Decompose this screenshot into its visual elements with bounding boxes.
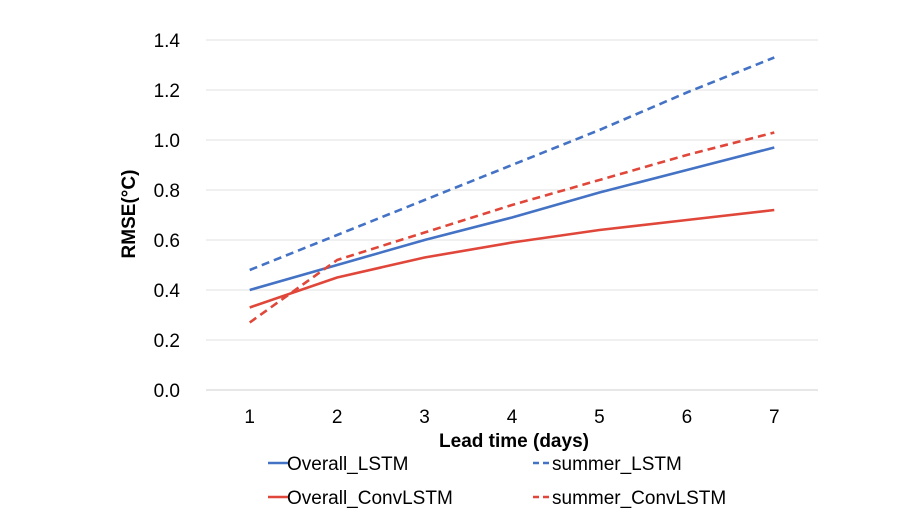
y-tick-label: 0.0 bbox=[154, 381, 180, 402]
series-line-summer-convlstm bbox=[248, 131, 775, 324]
legend-label: Overall_LSTM bbox=[287, 454, 408, 475]
x-tick-label: 4 bbox=[507, 407, 518, 428]
series-lines bbox=[248, 56, 775, 324]
y-axis-ticks: 0.0 0.2 0.4 0.6 0.8 1.0 1.2 1.4 bbox=[154, 31, 181, 402]
x-tick-label: 3 bbox=[419, 407, 430, 428]
y-tick-label: 1.4 bbox=[154, 31, 181, 52]
x-tick-label: 5 bbox=[594, 407, 605, 428]
y-tick-label: 1.0 bbox=[154, 131, 180, 152]
series-line-overall-lstm bbox=[249, 146, 775, 292]
y-tick-label: 1.2 bbox=[154, 81, 180, 102]
legend-item: Overall_ConvLSTM bbox=[268, 488, 453, 509]
legend-label: summer_ConvLSTM bbox=[552, 488, 726, 509]
legend-item: summer_ConvLSTM bbox=[533, 488, 726, 509]
legend-label: summer_LSTM bbox=[552, 454, 682, 475]
x-tick-label: 2 bbox=[332, 407, 343, 428]
x-tick-label: 6 bbox=[682, 407, 693, 428]
series-line-summer-lstm bbox=[249, 56, 775, 272]
y-tick-label: 0.8 bbox=[154, 181, 180, 202]
legend-label: Overall_ConvLSTM bbox=[287, 488, 453, 509]
x-axis-ticks: 1 2 3 4 5 6 7 bbox=[244, 407, 779, 428]
x-axis-title: Lead time (days) bbox=[439, 431, 589, 452]
x-tick-label: 7 bbox=[769, 407, 780, 428]
y-tick-label: 0.4 bbox=[154, 281, 181, 302]
gridlines bbox=[206, 39, 818, 391]
legend-item: Overall_LSTM bbox=[268, 454, 408, 475]
legend: Overall_LSTM summer_LSTM Overall_ConvLSTM s… bbox=[268, 454, 726, 509]
legend-item: summer_LSTM bbox=[533, 454, 682, 475]
y-axis-title: RMSE(°C) bbox=[119, 170, 140, 259]
y-tick-label: 0.6 bbox=[154, 231, 180, 252]
x-tick-label: 1 bbox=[244, 407, 255, 428]
series-line-overall-convlstm bbox=[249, 208, 775, 309]
y-tick-label: 0.2 bbox=[154, 331, 180, 352]
